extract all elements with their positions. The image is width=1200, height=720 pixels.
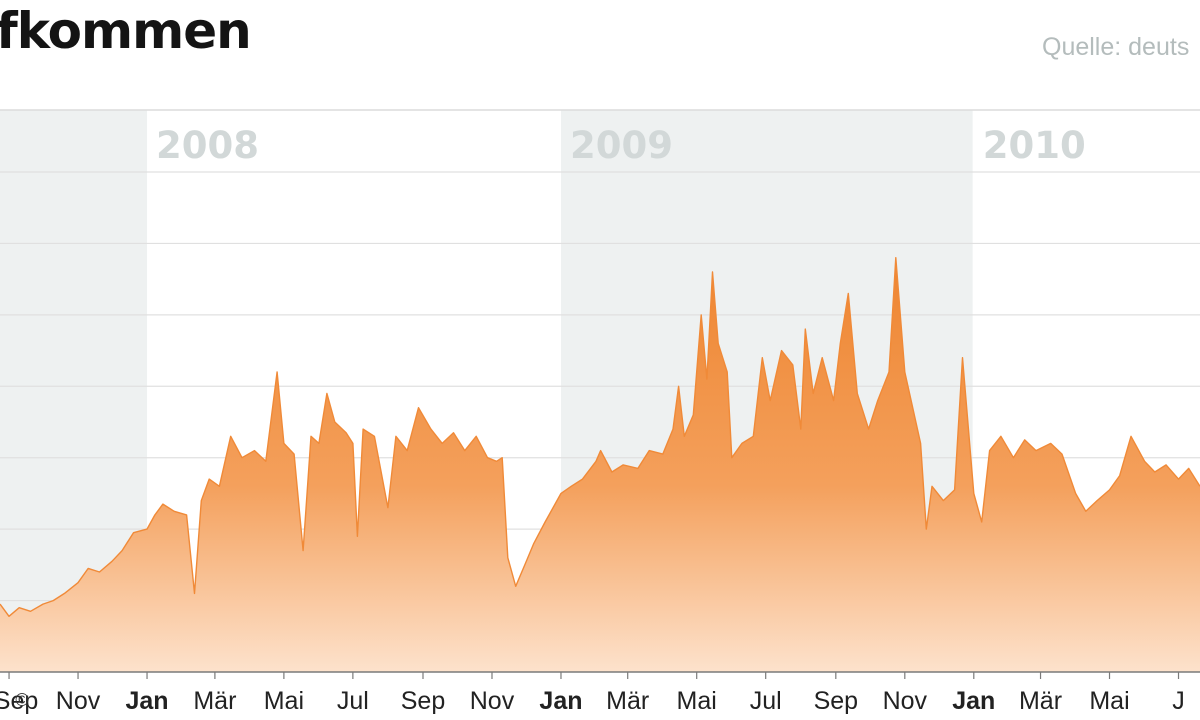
x-tick-label: Jul (750, 687, 782, 715)
x-tick-label: Nov (56, 687, 101, 715)
x-tick-label: Jan (539, 687, 582, 715)
x-tick-label: Jan (952, 687, 995, 715)
chart-title: fkommen (0, 2, 252, 60)
x-tick-label: Mai (677, 687, 717, 715)
x-tick-label: Sep (0, 687, 38, 715)
x-tick-label: Mai (1089, 687, 1129, 715)
year-label-2009: 2009 (570, 124, 673, 167)
copyright-mark: © (15, 690, 28, 710)
x-tick-label: Nov (470, 687, 515, 715)
year-label-2010: 2010 (983, 124, 1086, 167)
x-tick-label: Mär (606, 687, 649, 715)
x-tick-label: J (1172, 687, 1185, 715)
source-note: Quelle: deuts (1042, 33, 1190, 61)
x-tick-label: Mär (193, 687, 236, 715)
x-tick-label: Nov (883, 687, 928, 715)
area-series-line (0, 257, 1200, 617)
x-tick-label: Sep (401, 687, 445, 715)
x-tick-label: Sep (814, 687, 858, 715)
x-tick-label: Mär (1019, 687, 1062, 715)
year-label-2008: 2008 (156, 124, 259, 167)
x-tick-label: Mai (264, 687, 304, 715)
x-tick-label: Jul (337, 687, 369, 715)
x-tick-label: Jan (125, 687, 168, 715)
area-series (0, 257, 1200, 672)
